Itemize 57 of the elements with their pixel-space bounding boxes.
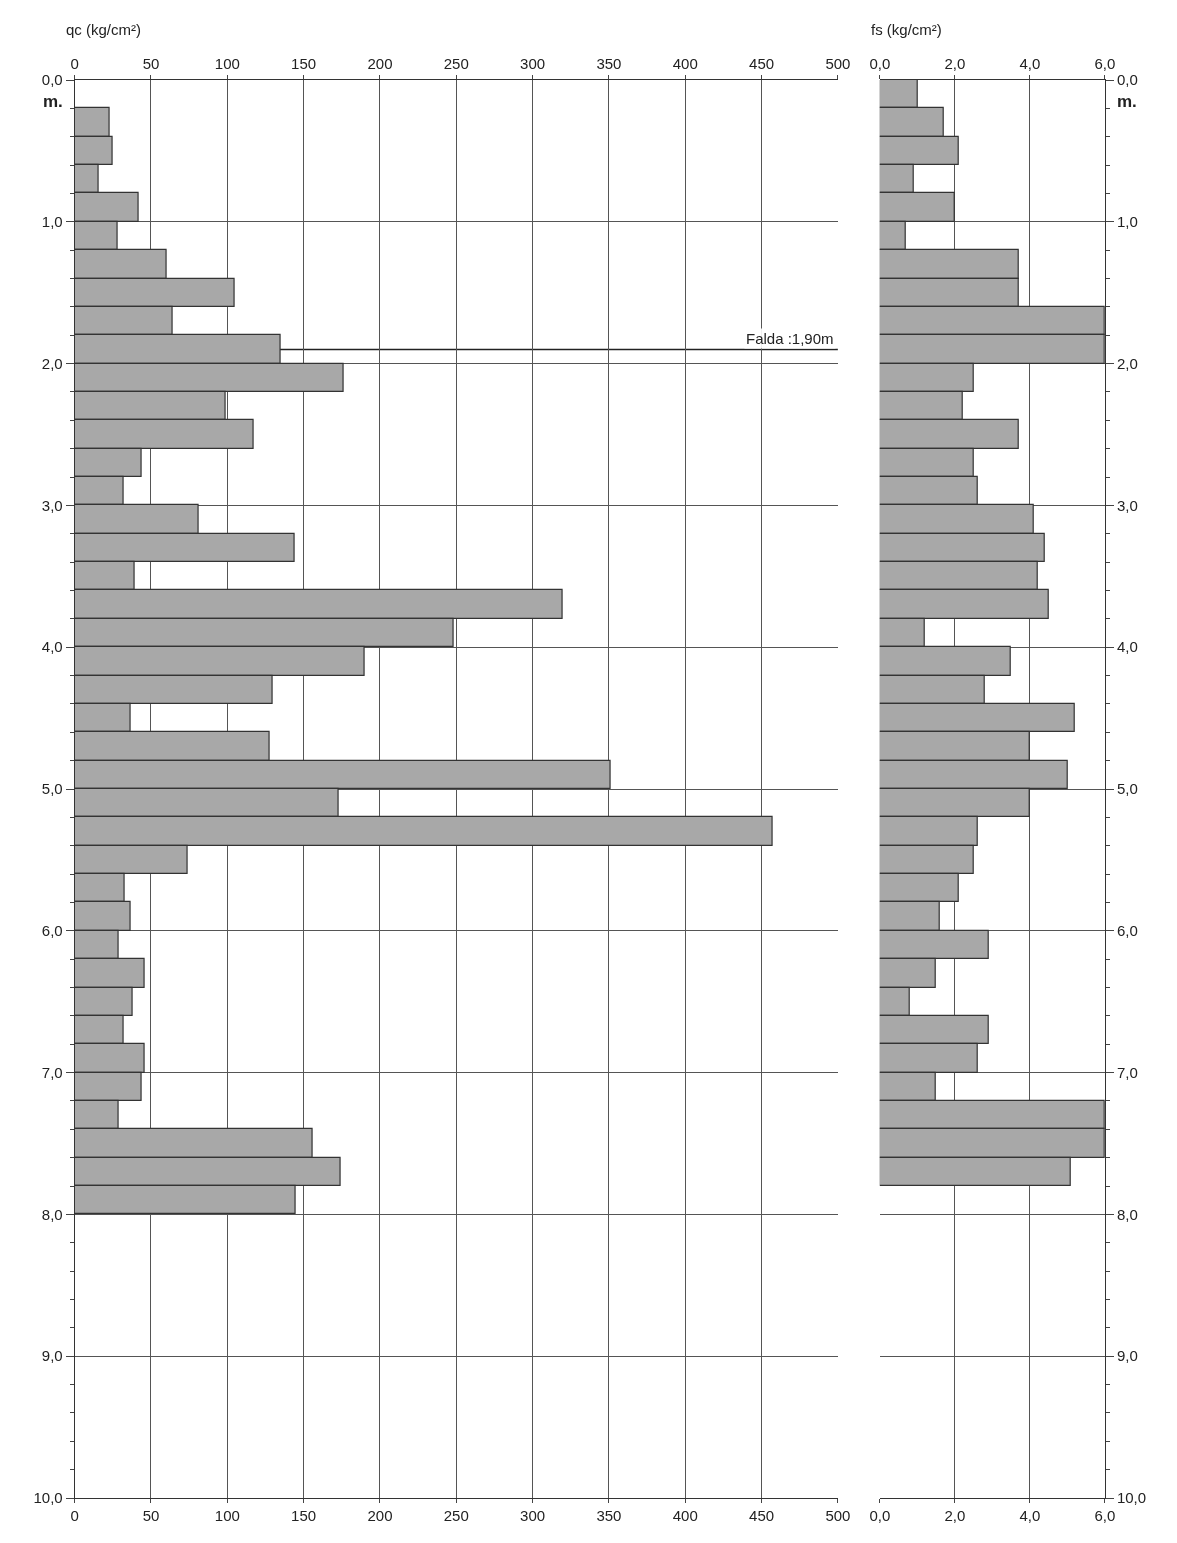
x2-tick-label: 2,0 xyxy=(944,1507,966,1524)
x2-tick-label: 4,0 xyxy=(1019,1507,1041,1524)
y-tick-label: 5,0 xyxy=(1116,780,1138,798)
y-tick-label: 0,0 xyxy=(1116,71,1138,89)
y-axis-title: m. xyxy=(1117,92,1137,111)
y-axis-title: m. xyxy=(43,92,63,111)
x2-axis-title: fs (kg/cm²) xyxy=(871,21,942,38)
y-tick-label: 1,0 xyxy=(41,213,63,231)
y-tick-label: 6,0 xyxy=(41,922,63,940)
x-tick-label: 300 xyxy=(520,55,546,72)
x2-tick-label: 100 xyxy=(214,1507,240,1524)
x-tick-label: 50 xyxy=(142,55,160,72)
y-tick-label: 2,0 xyxy=(1116,354,1138,372)
x2-tick-label: 150 xyxy=(291,1507,317,1524)
x-tick-label: 6,0 xyxy=(1094,55,1116,72)
y-tick-label: 4,0 xyxy=(1116,638,1138,656)
x2-tick-label: 450 xyxy=(749,1507,775,1524)
x-tick-label: 350 xyxy=(596,55,622,72)
x2-tick-label: 0 xyxy=(70,1507,79,1524)
y-tick-label: 2,0 xyxy=(41,354,63,372)
x-tick-label: 500 xyxy=(825,55,851,72)
x2-tick-label: 400 xyxy=(672,1507,698,1524)
x2-tick-label: 350 xyxy=(596,1507,622,1524)
y-tick-label: 8,0 xyxy=(1116,1205,1138,1223)
x2-tick-label: 0,0 xyxy=(869,1507,891,1524)
x2-tick-label: 200 xyxy=(367,1507,393,1524)
y-tick-label: 3,0 xyxy=(1116,496,1138,514)
x-tick-label: 100 xyxy=(214,55,240,72)
y-tick-label: 7,0 xyxy=(41,1063,63,1081)
y-tick-label: 9,0 xyxy=(1116,1347,1138,1365)
y-tick-label: 8,0 xyxy=(41,1205,63,1223)
x-tick-label: 250 xyxy=(443,55,469,72)
x2-tick-label: 6,0 xyxy=(1094,1507,1116,1524)
x-tick-label: 400 xyxy=(672,55,698,72)
y-tick-label: 4,0 xyxy=(41,638,63,656)
y-tick-label: 10,0 xyxy=(33,1489,63,1507)
x2-tick-label: 500 xyxy=(825,1507,851,1524)
ref-line-label: Falda :1,90m xyxy=(746,330,834,347)
x-tick-label: 0 xyxy=(70,55,79,72)
x-tick-label: 200 xyxy=(367,55,393,72)
x2-tick-label: 250 xyxy=(443,1507,469,1524)
x-tick-label: 0,0 xyxy=(869,55,891,72)
x2-tick-label: 50 xyxy=(142,1507,160,1524)
y-tick-label: 9,0 xyxy=(41,1347,63,1365)
x-tick-label: 150 xyxy=(291,55,317,72)
x-tick-label: 450 xyxy=(749,55,775,72)
y-tick-label: 6,0 xyxy=(1116,922,1138,940)
y-tick-label: 1,0 xyxy=(1116,213,1138,231)
x-tick-label: 4,0 xyxy=(1019,55,1041,72)
x2-axis-title: qc (kg/cm²) xyxy=(66,21,141,38)
y-tick-label: 5,0 xyxy=(41,780,63,798)
y-tick-label: 0,0 xyxy=(41,71,63,89)
y-tick-label: 7,0 xyxy=(1116,1063,1138,1081)
x2-tick-label: 300 xyxy=(520,1507,546,1524)
y-tick-label: 3,0 xyxy=(41,496,63,514)
y-tick-label: 10,0 xyxy=(1116,1489,1147,1507)
x-tick-label: 2,0 xyxy=(944,55,966,72)
